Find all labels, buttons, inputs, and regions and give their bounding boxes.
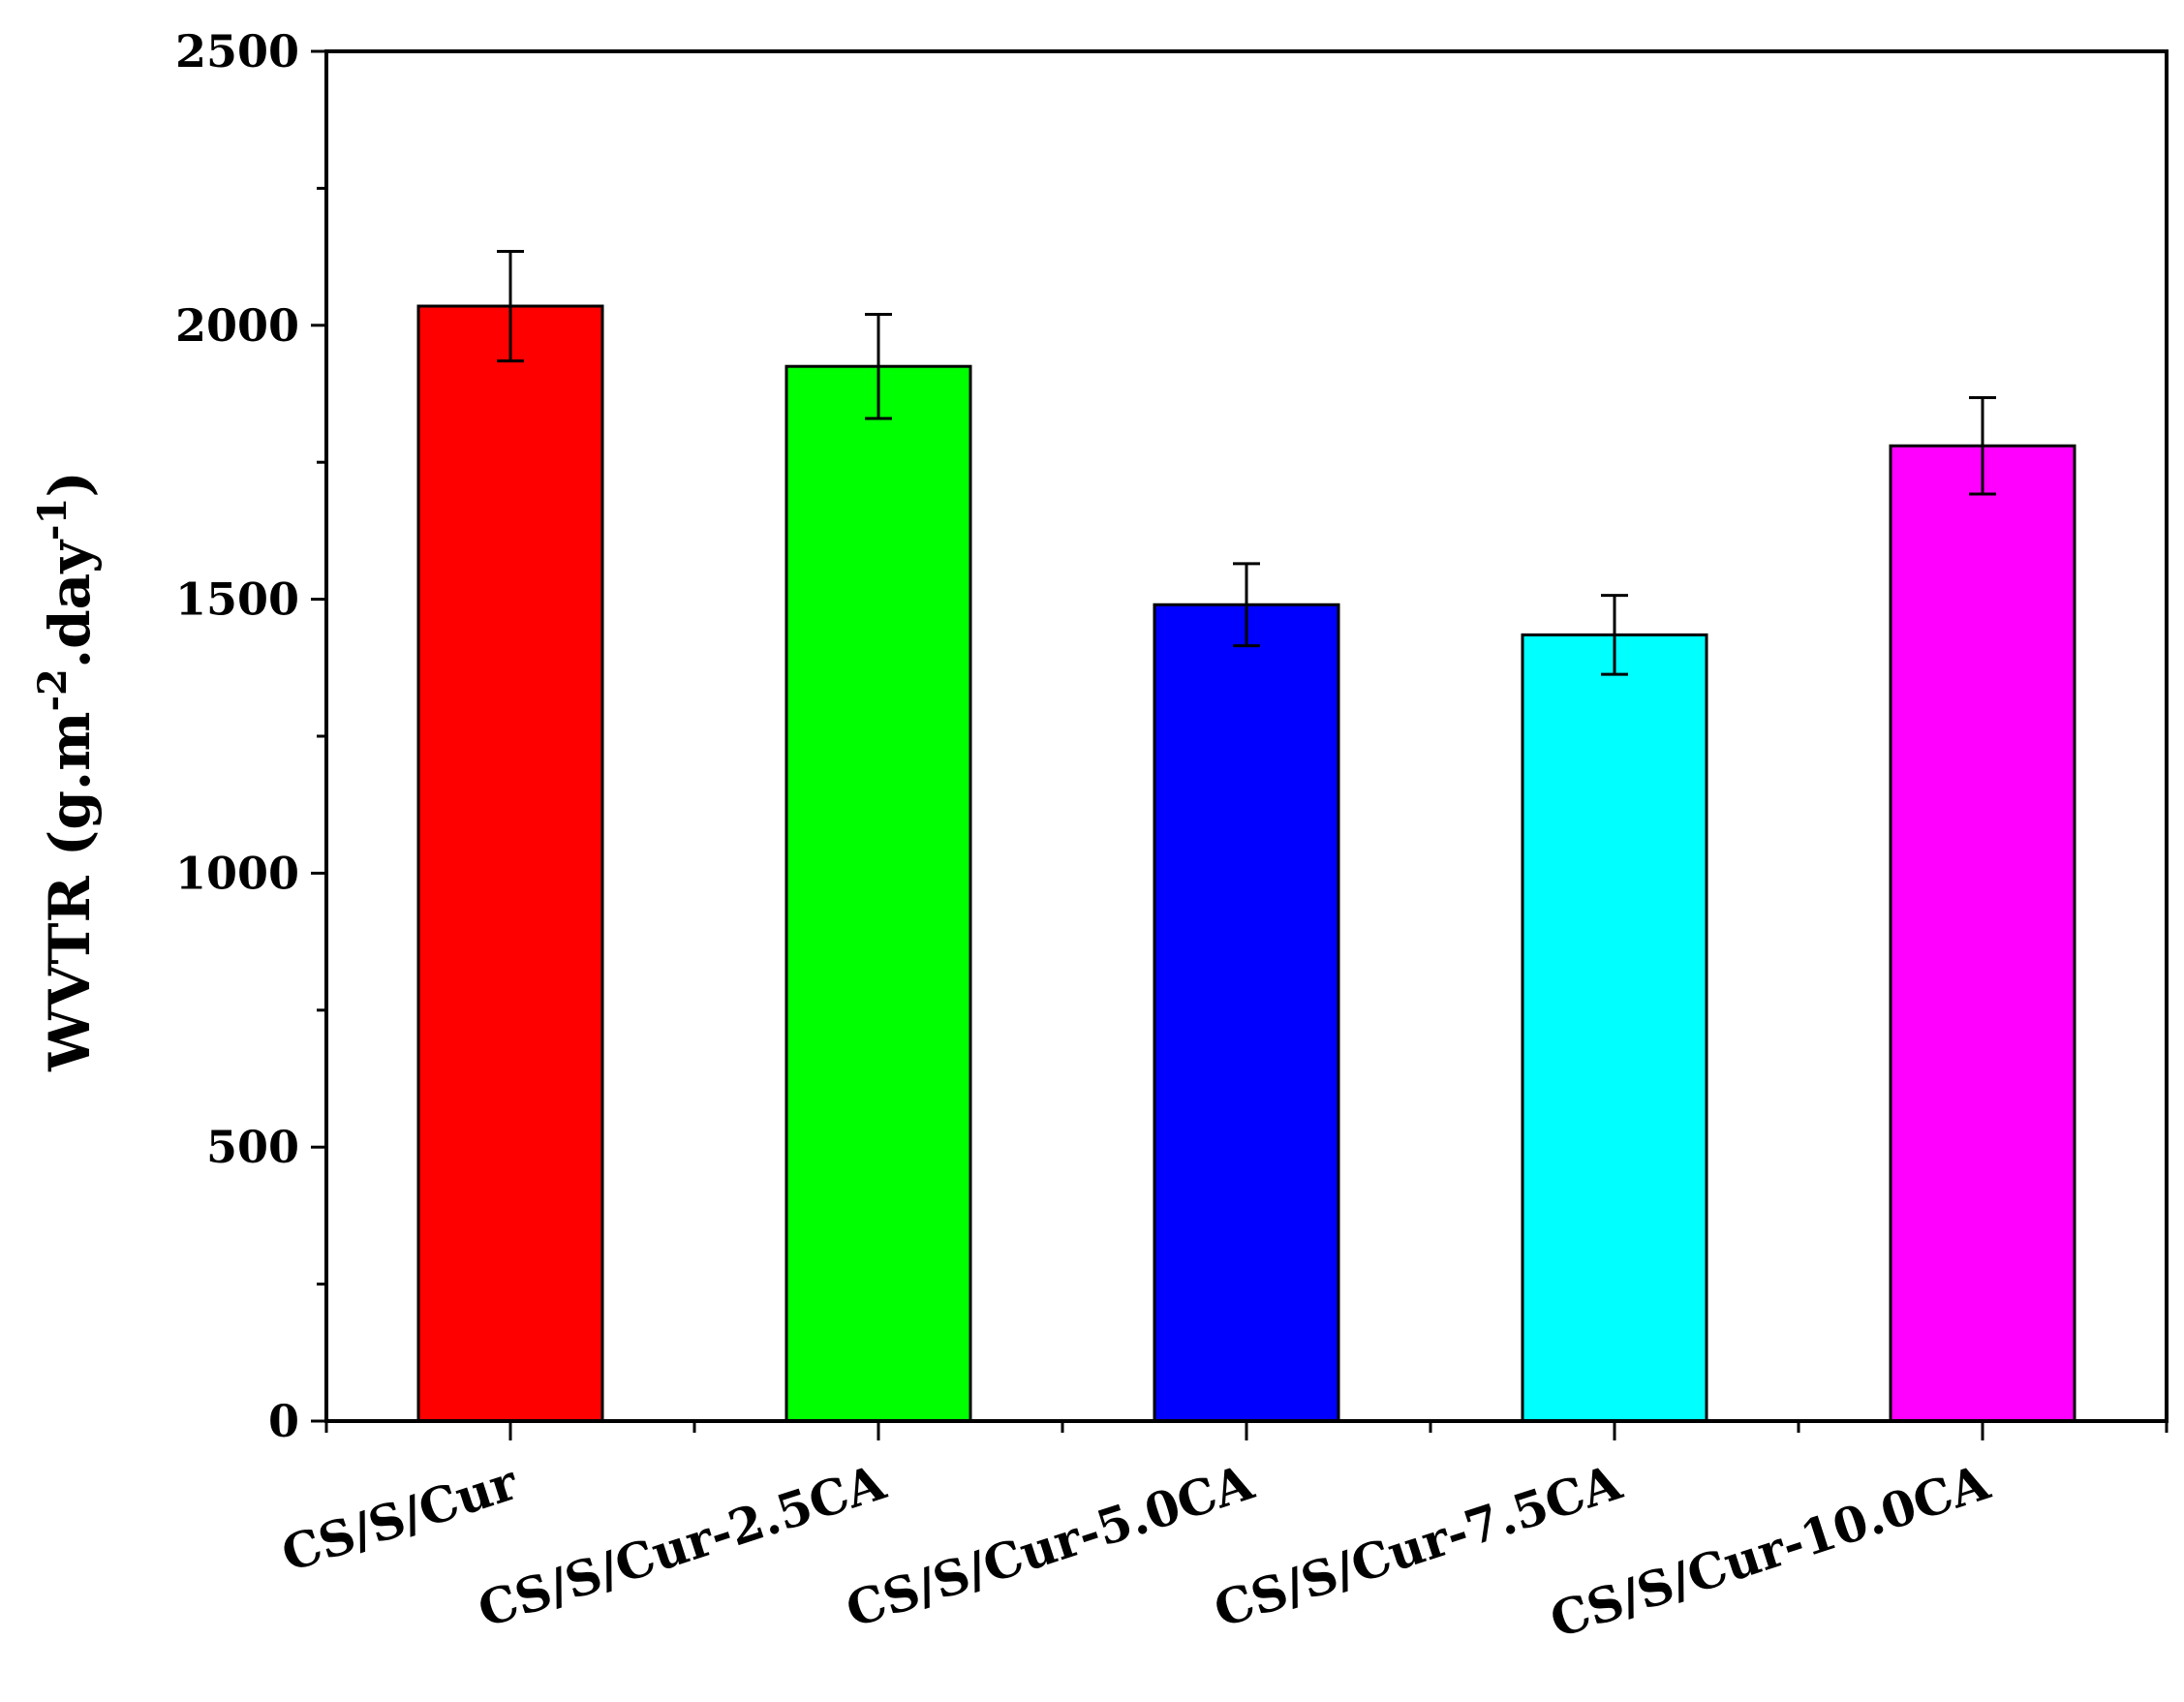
bar-3	[1153, 603, 1340, 1423]
y-tick-label-1: 500	[206, 1121, 299, 1173]
y-axis-label-end: )	[37, 471, 103, 497]
bar-1	[416, 304, 604, 1423]
bar-2	[784, 364, 972, 1423]
y-tick-label-0: 0	[268, 1395, 299, 1447]
y-axis-label-sup2: -1	[30, 498, 76, 541]
y-axis-label-mid: .day	[37, 539, 103, 668]
plot-area: 0 500 1000 1500 2000 2500 CS/S/CurCS/S/Cur-2.5…	[175, 25, 2169, 1649]
x-tick-label-3: CS/S/Cur-5.0CA	[840, 1453, 1261, 1639]
y-tick-label-4: 2000	[175, 299, 299, 352]
y-axis-label-sup1: -2	[30, 668, 76, 711]
x-tick-label-2: CS/S/Cur-2.5CA	[472, 1453, 893, 1639]
bar-4	[1521, 633, 1708, 1423]
y-tick-label-5: 2500	[175, 25, 299, 77]
y-axis-label-main: WVTR (g.m	[37, 712, 103, 1072]
x-tick-label-1: CS/S/Cur	[275, 1453, 525, 1583]
y-tick-label-3: 1500	[175, 573, 299, 626]
bar-5	[1889, 444, 2076, 1423]
y-axis-label: WVTR (g.m-2.day-1)	[30, 471, 103, 1072]
y-tick-label-2: 1000	[175, 847, 299, 899]
